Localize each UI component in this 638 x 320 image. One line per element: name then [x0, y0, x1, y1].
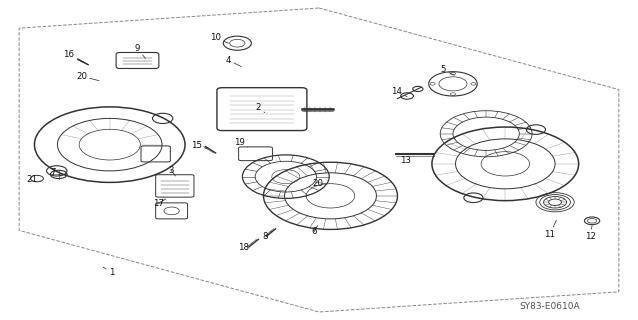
Text: SY83-E0610A: SY83-E0610A [519, 302, 581, 311]
Text: 2: 2 [256, 103, 265, 113]
Text: 4: 4 [226, 56, 241, 67]
Text: 18: 18 [238, 243, 252, 252]
Text: 7: 7 [50, 168, 61, 177]
Text: 16: 16 [63, 50, 83, 62]
Text: 14: 14 [391, 87, 407, 97]
Text: 19: 19 [234, 138, 248, 147]
Text: 12: 12 [584, 226, 596, 241]
Text: 13: 13 [399, 156, 413, 165]
Text: 6: 6 [311, 226, 318, 236]
Text: 20: 20 [76, 72, 99, 81]
Text: 20: 20 [309, 179, 323, 188]
Text: 9: 9 [135, 44, 145, 58]
Text: 10: 10 [210, 33, 228, 43]
Text: 8: 8 [262, 231, 271, 241]
Text: 3: 3 [168, 166, 175, 176]
Text: 11: 11 [544, 220, 556, 239]
Text: 1: 1 [103, 267, 114, 277]
Text: 5: 5 [441, 65, 454, 75]
Text: 21: 21 [26, 175, 40, 184]
Text: 15: 15 [191, 141, 207, 150]
Text: 17: 17 [152, 199, 166, 208]
